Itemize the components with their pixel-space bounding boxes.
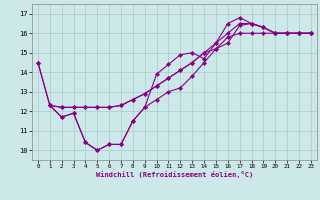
X-axis label: Windchill (Refroidissement éolien,°C): Windchill (Refroidissement éolien,°C) — [96, 171, 253, 178]
